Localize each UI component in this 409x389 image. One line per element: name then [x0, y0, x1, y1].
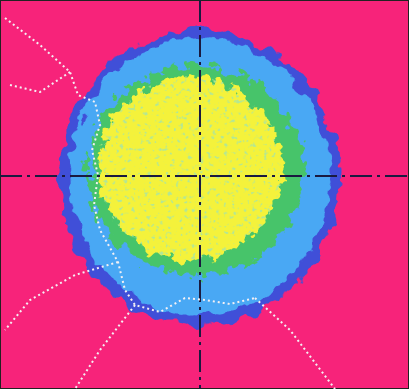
boundary-line: [9, 71, 71, 94]
boundary-lines: [4, 17, 336, 389]
boundary-line: [254, 297, 336, 389]
boundary-line: [4, 261, 119, 331]
core-texture: [98, 76, 282, 260]
boundary-trace: [4, 17, 256, 314]
